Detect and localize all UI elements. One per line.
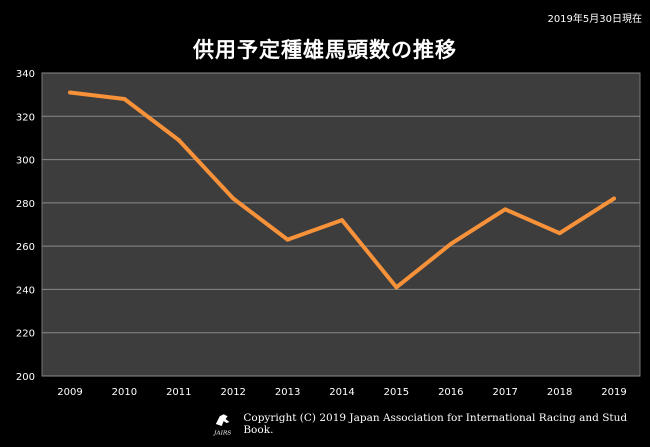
footer: JAIRS Copyright (C) 2019 Japan Associati…: [210, 410, 650, 438]
x-tick-label: 2015: [384, 387, 409, 398]
y-tick-label: 220: [16, 329, 35, 340]
jairs-logo: JAIRS: [213, 414, 231, 437]
y-tick-label: 320: [16, 112, 35, 123]
data-point-2016: [448, 241, 453, 246]
data-point-2009: [68, 90, 72, 95]
x-tick-label: 2013: [275, 387, 300, 398]
data-point-2010: [122, 96, 127, 101]
x-tick-label: 2017: [492, 387, 517, 398]
x-tick-label: 2016: [438, 387, 463, 398]
y-tick-label: 240: [16, 285, 35, 296]
copyright-text: Copyright (C) 2019 Japan Association for…: [243, 412, 628, 436]
data-point-2013: [285, 237, 290, 242]
x-tick-label: 2018: [547, 387, 572, 398]
plot-area: [41, 72, 641, 377]
data-point-2019: [612, 196, 616, 201]
data-point-2018: [557, 231, 562, 236]
x-tick-label: 2011: [166, 387, 191, 398]
x-tick-label: 2009: [57, 387, 82, 398]
y-tick-label: 300: [16, 156, 35, 167]
y-tick-label: 340: [16, 69, 35, 80]
chart-title: 供用予定種雄馬頭数の推移: [193, 38, 457, 62]
y-tick-label: 200: [16, 372, 35, 383]
x-tick-label: 2010: [112, 387, 137, 398]
x-tick-label: 2014: [329, 387, 354, 398]
data-point-2015: [394, 285, 399, 290]
data-point-2011: [176, 138, 181, 143]
x-tick-label: 2012: [220, 387, 245, 398]
data-point-2012: [231, 196, 236, 201]
y-tick-label: 260: [16, 242, 35, 253]
x-tick-label: 2019: [601, 387, 626, 398]
data-point-2014: [340, 218, 344, 223]
data-point-2017: [503, 207, 508, 212]
date-note: 2019年5月30日現在: [547, 14, 642, 25]
y-tick-label: 280: [16, 199, 35, 210]
svg-text:JAIRS: JAIRS: [213, 431, 231, 437]
